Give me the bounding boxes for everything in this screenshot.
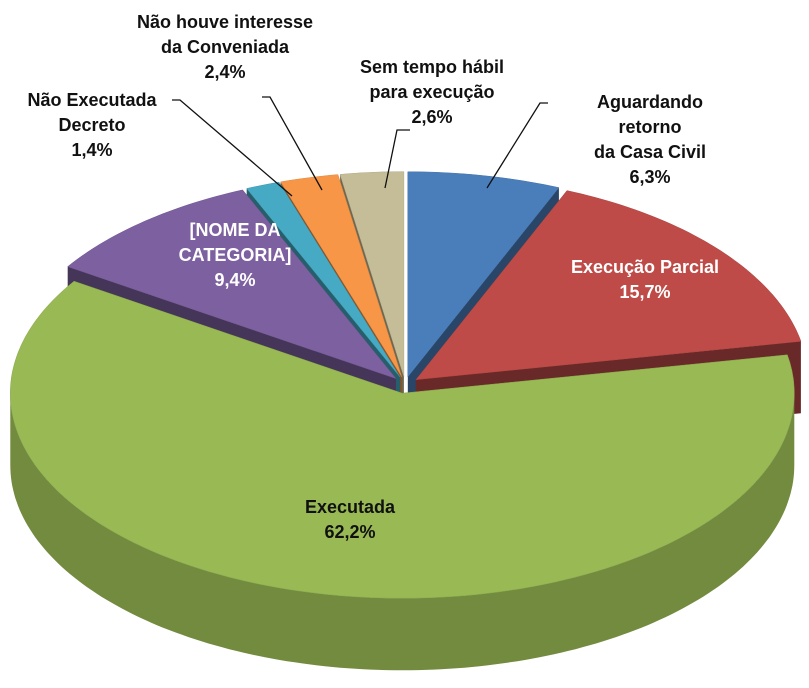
- slice: [10, 280, 795, 671]
- category-label: [NOME DA CATEGORIA]: [178, 220, 292, 265]
- value-label: 9,4%: [214, 270, 256, 290]
- data-label: Sem tempo hábil para execução 2,6%: [360, 55, 504, 130]
- data-label: [NOME DA CATEGORIA] 9,4%: [179, 218, 292, 293]
- category-label: Execução Parcial: [570, 257, 720, 277]
- leader-line: [486, 102, 548, 189]
- slice: [10, 280, 795, 599]
- data-label: Não Executada Decreto 1,4%: [27, 88, 156, 163]
- value-label: 2,4%: [204, 62, 246, 82]
- data-label: Execução Parcial 15,7%: [571, 255, 719, 305]
- leader-line: [384, 129, 410, 189]
- slice: [407, 171, 560, 378]
- slice-wall: [10, 393, 795, 671]
- data-label: Aguardando retorno da Casa Civil 6,3%: [571, 90, 730, 190]
- value-label: 1,4%: [71, 140, 113, 160]
- category-label: Não Executada Decreto: [27, 90, 157, 135]
- slice: [246, 181, 401, 378]
- category-label: Aguardando retorno da Casa Civil: [593, 92, 707, 162]
- leader-line: [262, 96, 323, 191]
- value-label: 62,2%: [324, 522, 376, 542]
- category-label: Sem tempo hábil para execução: [359, 57, 505, 102]
- slice: [67, 189, 397, 380]
- leader-line: [172, 99, 293, 197]
- category-label: Executada: [304, 497, 396, 517]
- category-label: Não houve interesse da Conveniada: [136, 12, 314, 57]
- value-label: 15,7%: [619, 282, 671, 302]
- data-label: Executada 62,2%: [305, 495, 395, 545]
- slice: [415, 190, 802, 381]
- value-label: 6,3%: [629, 167, 671, 187]
- value-label: 2,6%: [411, 107, 453, 127]
- pie: [10, 171, 802, 671]
- slice: [339, 171, 405, 377]
- slice: [280, 174, 402, 377]
- data-label: Não houve interesse da Conveniada 2,4%: [137, 10, 313, 85]
